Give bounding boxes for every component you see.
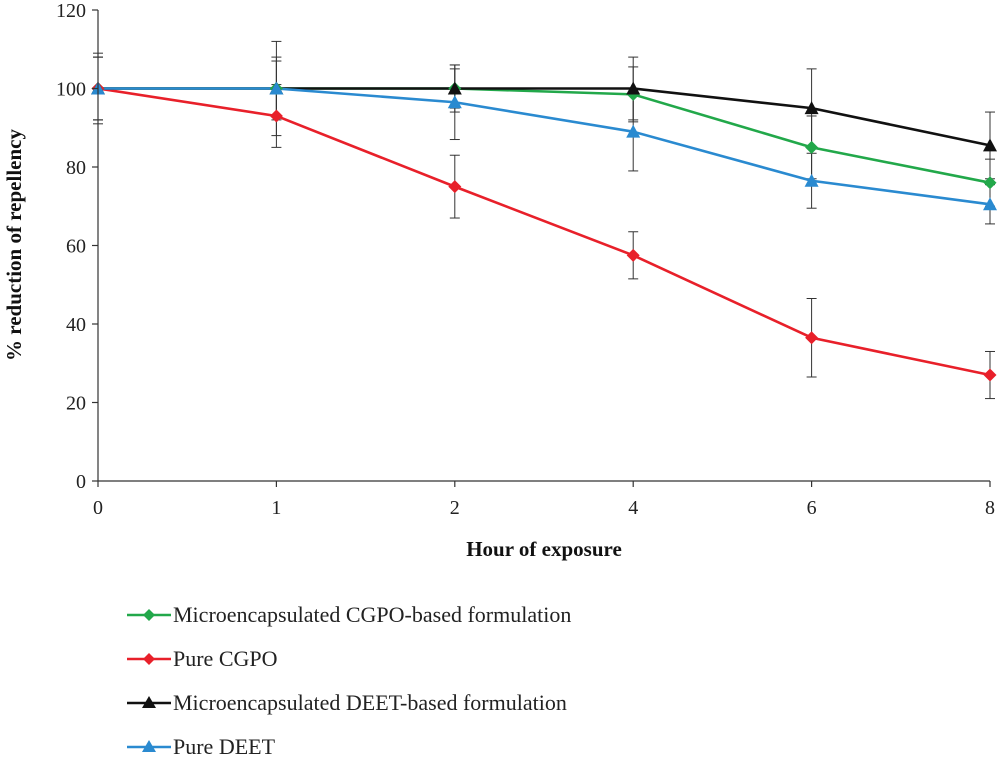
y-axis-title: % reduction of repellency (2, 129, 26, 361)
y-tick-label: 40 (66, 314, 86, 336)
data-point-triangle (983, 197, 997, 211)
data-point-triangle (804, 101, 819, 115)
y-tick-label: 120 (56, 0, 86, 22)
data-point-triangle (447, 95, 462, 109)
y-tick-label: 0 (76, 471, 86, 493)
series-line (98, 87, 991, 184)
data-point-diamond (626, 248, 640, 262)
legend-swatch-black-triangle (127, 696, 171, 708)
legend-swatch-green-diamond (127, 609, 171, 621)
y-axis-ticks: 0 20 40 60 80 100 120 (56, 0, 98, 493)
x-tick-label: 6 (807, 497, 817, 519)
x-tick-label: 2 (450, 497, 460, 519)
legend-label: Pure DEET (173, 734, 276, 759)
series-line (98, 87, 991, 206)
data-point-diamond (805, 331, 819, 345)
data-point-triangle (447, 81, 462, 95)
x-tick-label: 0 (93, 497, 103, 519)
x-tick-label: 4 (628, 497, 638, 519)
legend-swatch-red-diamond (127, 653, 171, 665)
data-point-diamond (448, 180, 462, 194)
series-lines (97, 87, 991, 377)
legend-item-microencapsulated-deet: Microencapsulated DEET-based formulation (125, 688, 825, 732)
series-line (97, 87, 991, 377)
x-tick-label: 1 (271, 497, 281, 519)
data-point-triangle (804, 173, 819, 187)
y-tick-label: 60 (66, 236, 86, 258)
data-point-diamond (805, 140, 819, 154)
y-tick-label: 100 (56, 79, 86, 101)
data-point-diamond (983, 176, 997, 190)
x-tick-label: 8 (985, 497, 995, 519)
data-point-diamond (983, 368, 997, 382)
data-point-triangle (626, 124, 641, 138)
legend-label: Microencapsulated DEET-based formulation (173, 690, 567, 715)
legend-item-microencapsulated-cgpo: Microencapsulated CGPO-based formulation (125, 600, 825, 644)
legend-item-pure-cgpo: Pure CGPO (125, 644, 825, 688)
legend-label: Microencapsulated CGPO-based formulation (173, 602, 572, 627)
x-axis-ticks: 0 1 2 4 6 8 (93, 481, 995, 519)
series-markers (91, 81, 997, 382)
legend-item-pure-deet: Pure DEET (125, 732, 825, 776)
legend-label: Pure CGPO (173, 646, 278, 671)
data-point-triangle (983, 138, 997, 152)
y-tick-label: 20 (66, 393, 86, 415)
data-point-diamond (269, 109, 283, 123)
legend: Microencapsulated CGPO-based formulation… (125, 600, 825, 776)
data-point-triangle (269, 81, 284, 95)
legend-swatch-blue-triangle (127, 740, 171, 752)
data-point-triangle (626, 81, 641, 95)
y-tick-label: 80 (66, 157, 86, 179)
x-axis-title: Hour of exposure (466, 537, 622, 561)
